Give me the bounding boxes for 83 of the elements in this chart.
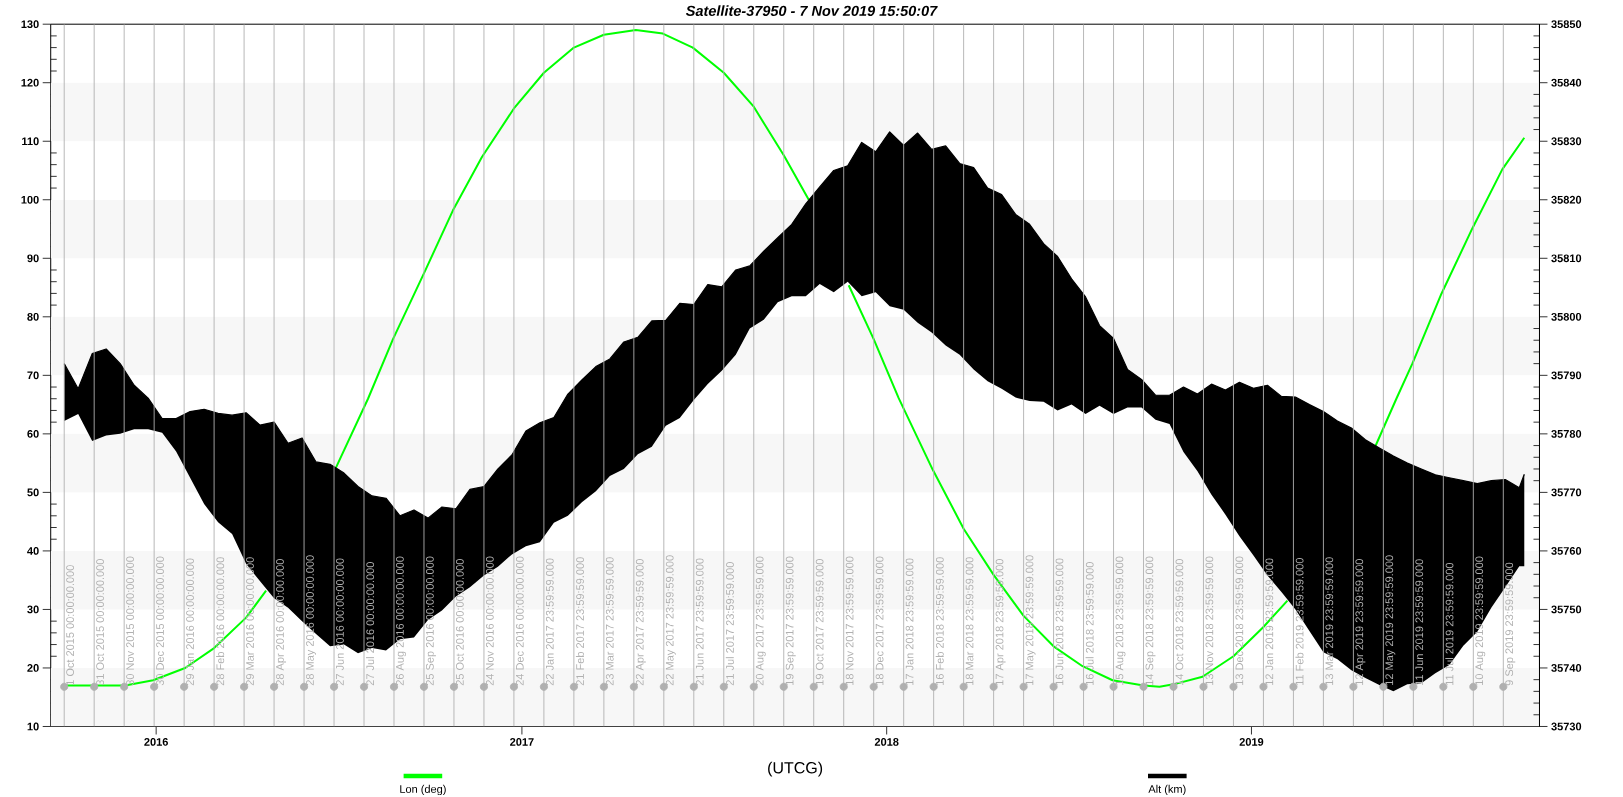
ref-line-label: 11 Jun 2019 23:59:59.000 (1415, 559, 1424, 685)
ref-line-label: 31 Oct 2015 00:00:00.000 (96, 559, 104, 686)
y-tick-label: 20 (27, 664, 39, 672)
ref-line-label: 13 Dec 2018 23:59:59.000 (1235, 556, 1244, 685)
y-tick-label: 60 (27, 429, 39, 438)
ref-line-label: 18 Mar 2018 23:59:59.000 (965, 557, 974, 685)
ref-line-label: 26 Aug 2016 00:00:00.000 (396, 556, 406, 686)
y-tick-label: 10 (27, 722, 39, 731)
x-tick-label: 2016 (144, 738, 168, 746)
y2-tick-label: 35760 (1551, 547, 1582, 555)
y-tick-label: 40 (27, 547, 39, 555)
y-tick-label: 30 (27, 605, 39, 614)
y2-tick-label: 35840 (1551, 78, 1582, 87)
ref-line-label: 28 Apr 2016 00:00:00.000 (276, 559, 287, 686)
y-tick-label: 70 (27, 371, 39, 380)
ref-line-label: 16 Jun 2018 23:59:59.000 (1055, 558, 1064, 685)
ref-line-label: 22 Apr 2017 23:59:59.000 (635, 559, 646, 686)
ref-line-label: 20 Aug 2017 23:59:59.000 (755, 556, 766, 686)
y-tick-label: 100 (21, 195, 39, 204)
y2-tick-label: 35770 (1551, 488, 1582, 497)
ref-line-label: 19 Sep 2017 23:59:59.000 (785, 556, 796, 685)
ref-line-label: 22 Jan 2017 23:59:59.000 (545, 558, 554, 686)
y2-tick-label: 35830 (1551, 137, 1582, 146)
ref-line-label: 28 May 2016 00:00:00.000 (306, 555, 317, 686)
ref-line-label: 17 May 2018 23:59:59.000 (1025, 555, 1036, 685)
ref-line-label: 18 Dec 2017 23:59:59.000 (875, 556, 884, 685)
ref-line-label: 16 Jul 2018 23:59:59.000 (1085, 562, 1094, 685)
legend-label: Alt (km) (1148, 784, 1186, 796)
legend-label: Lon (deg) (400, 784, 446, 796)
ref-line-label: 17 Jan 2018 23:59:59.000 (905, 558, 914, 685)
ref-line-label: 25 Sep 2016 00:00:00.000 (425, 556, 436, 686)
ref-line-label: 13 Mar 2019 23:59:59.000 (1325, 557, 1334, 685)
ref-line-label: 23 Mar 2017 23:59:59.000 (605, 557, 614, 686)
y2-tick-label: 35820 (1551, 195, 1582, 204)
ref-line-label: 12 Apr 2019 23:59:59.000 (1355, 559, 1366, 685)
ref-line-label: 12 Jan 2019 23:59:59.000 (1265, 558, 1274, 685)
y-tick-label: 80 (27, 312, 39, 321)
y-tick-label: 90 (27, 254, 39, 263)
ref-line-label: 22 May 2017 23:59:59.000 (665, 555, 676, 686)
ref-line-label: 18 Nov 2017 23:59:59.000 (845, 556, 854, 685)
ref-line-label: 21 Jun 2017 23:59:59.000 (695, 558, 704, 686)
ref-line-label: 14 Sep 2018 23:59:59.000 (1145, 556, 1156, 685)
y2-tick-label: 35800 (1551, 312, 1582, 321)
y2-tick-label: 35780 (1551, 429, 1582, 438)
ref-line-label: 16 Feb 2018 23:59:59.000 (935, 557, 944, 685)
ref-line-label: 11 Jul 2019 23:59:59.000 (1445, 562, 1454, 685)
ref-line-label: 30 Dec 2015 00:00:00.000 (156, 556, 164, 686)
y-tick-label: 50 (27, 488, 39, 497)
ref-line-label: 25 Oct 2016 00:00:00.000 (455, 559, 464, 686)
ref-line-label: 21 Feb 2017 23:59:59.000 (575, 557, 584, 686)
x-tick-label: 2018 (874, 738, 899, 746)
ref-line-label: 15 Aug 2018 23:59:59.000 (1115, 556, 1126, 685)
ref-line-label: 13 Nov 2018 23:59:59.000 (1205, 556, 1214, 685)
ref-line-label: 30 Nov 2015 00:00:00.000 (126, 556, 134, 686)
ref-line-label: 9 Sep 2019 23:59:59.000 (1505, 562, 1516, 686)
ref-line-label: 24 Nov 2016 00:00:00.000 (485, 556, 494, 686)
ref-line-label: 17 Apr 2018 23:59:59.000 (995, 559, 1006, 685)
ref-line-label: 10 Aug 2019 23:59:59.000 (1475, 556, 1486, 685)
ref-line-label: 1 Oct 2015 00:00:00.000 (66, 565, 74, 685)
y-tick-label: 120 (21, 78, 39, 87)
y-tick-label: 110 (22, 137, 39, 146)
ref-line-label: 12 May 2019 23:59:59.000 (1385, 555, 1396, 685)
ref-line-label: 21 Jul 2017 23:59:59.000 (725, 562, 734, 686)
y2-tick-label: 35750 (1551, 605, 1582, 614)
ref-line-label: 11 Feb 2019 23:59:59.000 (1295, 558, 1304, 685)
ref-line-label: 24 Dec 2016 00:00:00.000 (515, 556, 524, 686)
ref-line-label: 27 Jul 2016 00:00:00.000 (366, 562, 375, 686)
y2-tick-label: 35730 (1551, 722, 1582, 731)
ref-line-label: 29 Jan 2016 00:00:00.000 (186, 558, 194, 686)
y2-tick-label: 35790 (1551, 371, 1582, 380)
ref-line-label: 27 Jun 2016 00:00:00.000 (336, 558, 344, 686)
ref-line-label: 28 Feb 2016 00:00:00.000 (216, 557, 225, 686)
ref-line-label: 19 Oct 2017 23:59:59.000 (815, 559, 824, 685)
x-tick-label: 2017 (510, 738, 534, 746)
y2-tick-label: 35740 (1551, 664, 1582, 672)
ref-line-label: 29 Mar 2016 00:00:00.000 (246, 557, 254, 686)
chart-title: Satellite-37950 - 7 Nov 2019 15:50:07 (685, 5, 938, 17)
y2-tick-label: 35810 (1551, 254, 1582, 263)
x-axis-title: (UTCG) (768, 761, 823, 777)
x-tick-label: 2019 (1239, 738, 1264, 746)
ref-line-label: 14 Oct 2018 23:59:59.000 (1175, 559, 1184, 685)
y-tick-label: 130 (21, 20, 39, 29)
y2-tick-label: 35850 (1551, 20, 1582, 29)
